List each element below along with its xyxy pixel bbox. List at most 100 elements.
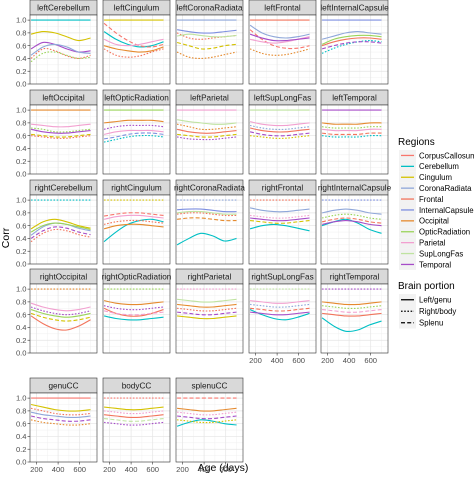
y-tick-label: 1.0 — [16, 394, 27, 403]
series-line-frontal-left-genu — [176, 128, 237, 134]
panel-title: rightSupLongFas — [251, 273, 313, 282]
panel-plot-area — [30, 15, 97, 84]
panel-title: leftFrontal — [264, 4, 301, 13]
series-line-frontal-left-genu — [322, 312, 382, 317]
panel-border — [320, 283, 389, 354]
series-line-cingulum-left-genu — [104, 406, 164, 411]
series-line-occipital-right-body — [176, 123, 237, 131]
panel-border — [29, 283, 98, 354]
series-line-temporal-left-genu — [30, 128, 91, 134]
series-line-parietal-left-genu — [103, 214, 164, 220]
panel-border — [248, 104, 317, 175]
legend-label: Splenu — [419, 319, 443, 328]
series-line-frontal-right-body — [30, 407, 91, 416]
series-line-corona-radiata-left-genu — [321, 208, 382, 215]
series-line-sup-long-fas-left-genu — [176, 119, 237, 125]
legend-label: CoronaRadiata — [419, 184, 472, 193]
series-line-occipital-left-genu — [177, 407, 237, 412]
panel-plot-area — [30, 105, 97, 174]
panel-title: rightParietal — [188, 273, 232, 282]
x-tick-label: 600 — [219, 465, 232, 474]
series-line-optic-radiation-right-body — [322, 126, 382, 129]
legend-item-temporal: Temporal — [399, 259, 451, 270]
series-line-frontal-right-body — [177, 212, 237, 217]
series-group — [249, 288, 310, 321]
series-group — [30, 199, 91, 243]
legend: Regions Brain portion CorpusCallosum Cere… — [398, 137, 474, 329]
panel-title: leftSupLongFas — [254, 94, 311, 103]
series-line-optic-radiation-left-genu — [30, 222, 91, 233]
series-line-temporal-right-body — [103, 305, 164, 311]
series-group — [321, 288, 382, 333]
series-line-frontal-left-genu — [321, 37, 382, 47]
series-group — [321, 199, 382, 234]
y-tick-label: 0.8 — [16, 208, 27, 217]
portion-legend-title: Brain portion — [398, 281, 455, 292]
legend-item-left-genu: Left/genu — [399, 294, 452, 306]
panel-right-cerebellum: rightCerebellum 0.0 0.2 0.4 0.6 0.8 1.0 — [16, 179, 98, 269]
series-line-temporal-left-genu — [249, 33, 310, 42]
panel-plot-area — [176, 393, 243, 462]
series-line-optic-radiation-left-genu — [321, 34, 382, 45]
series-line-cerebellum-left-genu — [321, 317, 382, 333]
panel-title: bodyCC — [122, 382, 152, 391]
y-tick-label: 1.0 — [16, 196, 27, 205]
y-tick-label: 0.4 — [16, 54, 27, 63]
y-tick-label: 0.6 — [16, 131, 27, 140]
y-tick-label: 0.2 — [16, 247, 27, 256]
series-line-parietal-right-body — [250, 214, 310, 219]
series-line-occipital-right-body — [30, 419, 91, 426]
series-line-frontal-right-body — [30, 228, 91, 243]
panel-left-parietal: leftParietal — [175, 89, 244, 175]
series-line-parietal-left-genu — [31, 123, 91, 128]
panel-plot-area — [103, 393, 170, 462]
series-line-parietal-left-genu — [30, 302, 91, 312]
x-tick-label: 600 — [364, 356, 377, 365]
panel-title: leftCerebellum — [37, 4, 90, 13]
series-line-cerebellum-left-genu — [249, 223, 310, 232]
y-tick-label: 0.0 — [16, 458, 27, 467]
panel-title: rightOccipital — [40, 273, 88, 282]
series-line-occipital-left-genu — [103, 223, 164, 230]
panel-title: leftTemporal — [332, 94, 377, 103]
legend-label: Occipital — [419, 217, 449, 226]
series-line-frontal-left-genu — [104, 414, 164, 418]
y-tick-label: 0.4 — [16, 144, 27, 153]
y-tick-label: 1.0 — [16, 16, 27, 25]
y-tick-label: 1.0 — [16, 285, 27, 294]
x-tick-label: 400 — [343, 356, 356, 365]
panel-title: splenuCC — [192, 382, 228, 391]
series-group — [176, 397, 237, 427]
panel-border — [29, 194, 98, 265]
panel-right-sup-long-fas: rightSupLongFas 200 400 600 — [248, 268, 317, 365]
series-line-frontal-right-body — [103, 48, 164, 58]
series-line-temporal-right-body — [103, 124, 164, 130]
panel-border — [29, 14, 98, 85]
series-line-frontal-left-genu — [249, 127, 310, 133]
x-tick-label: 200 — [176, 465, 189, 474]
panel-plot-area — [176, 15, 243, 84]
gridlines — [103, 15, 170, 85]
series-line-corona-radiata-right-body — [250, 303, 310, 308]
y-tick-label: 0.4 — [16, 432, 27, 441]
legend-item-right-body: Right/body — [399, 305, 456, 317]
series-line-occipital-left-genu — [177, 303, 237, 308]
legend-item-cerebellum: Cerebellum — [399, 160, 459, 172]
series-line-parietal-right-body — [104, 410, 164, 415]
series-line-parietal-left-genu — [103, 38, 164, 47]
series-group — [30, 109, 91, 139]
panel-title: rightInternalCapsule — [318, 184, 392, 193]
series-line-occipital-left-genu — [103, 300, 164, 306]
series-line-corona-radiata-right-body — [249, 124, 310, 130]
x-tick-label: 400 — [271, 356, 284, 365]
series-line-frontal-right-body — [31, 135, 91, 139]
panel-plot-area — [321, 105, 388, 174]
y-tick-label: 0.0 — [16, 170, 27, 179]
legend-item-optic-radiation: OpticRadiation — [399, 226, 470, 238]
series-line-sup-long-fas-left-genu — [177, 298, 237, 303]
legend-label: Parietal — [419, 238, 446, 247]
legend-item-splenu: Splenu — [399, 317, 443, 329]
series-line-optic-radiation-right-body — [321, 213, 382, 220]
panel-border — [102, 14, 171, 85]
